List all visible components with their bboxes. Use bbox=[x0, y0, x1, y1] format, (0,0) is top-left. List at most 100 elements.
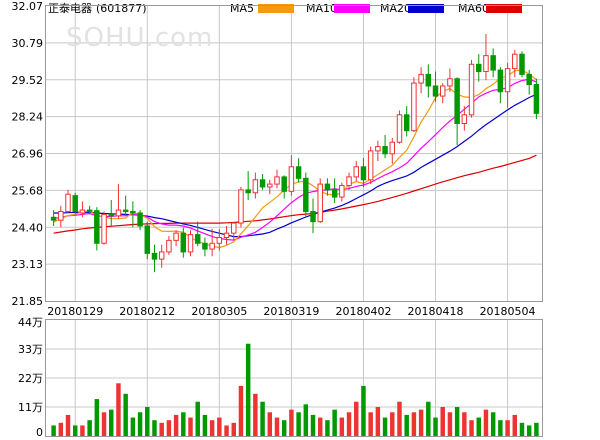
candle-body bbox=[339, 185, 345, 198]
candle-body bbox=[158, 251, 165, 260]
legend: MA5 MA10 MA20 MA60 bbox=[230, 2, 522, 15]
candle-body bbox=[389, 141, 396, 155]
stock-name: 正泰电器 bbox=[48, 1, 92, 15]
candle-body bbox=[238, 189, 244, 224]
volume-bar bbox=[231, 422, 236, 436]
legend-swatch bbox=[334, 4, 370, 13]
volume-tick-label: 33万 bbox=[18, 343, 43, 356]
legend-label: MA20 bbox=[380, 2, 411, 15]
candle-body bbox=[432, 85, 439, 97]
date-tick-label: 20180129 bbox=[47, 305, 103, 318]
candle-body bbox=[137, 212, 143, 227]
volume-bar bbox=[454, 407, 460, 436]
volume-bar bbox=[317, 417, 323, 436]
price-tick-label: 30.79 bbox=[12, 37, 44, 50]
candle-body bbox=[476, 63, 482, 73]
candle-body bbox=[303, 177, 309, 213]
grid-lines bbox=[46, 6, 542, 436]
volume-bar bbox=[123, 393, 128, 436]
volume-bar bbox=[519, 422, 525, 436]
volume-bar bbox=[325, 420, 330, 436]
candle-body bbox=[396, 114, 403, 143]
candle-body bbox=[252, 179, 259, 194]
candle-body bbox=[439, 85, 446, 97]
volume-bar bbox=[166, 420, 172, 436]
volume-bar bbox=[289, 409, 294, 436]
volume-bar bbox=[173, 414, 179, 436]
candle-body bbox=[166, 239, 172, 253]
volume-tick-label: 22万 bbox=[18, 372, 43, 385]
volume-bar bbox=[94, 399, 100, 436]
volume-bar bbox=[418, 409, 424, 436]
price-tick-label: 32.07 bbox=[12, 0, 44, 13]
candle-body bbox=[533, 84, 540, 114]
volume-bar bbox=[361, 385, 366, 436]
volume-bar bbox=[483, 409, 489, 436]
candle-body bbox=[360, 166, 367, 181]
volume-bar bbox=[58, 422, 64, 436]
date-tick-label: 20180504 bbox=[480, 305, 536, 318]
candle-body bbox=[94, 210, 100, 244]
candle-body bbox=[468, 63, 475, 116]
sohu-watermark: SOHU.com bbox=[66, 23, 213, 53]
volume-bar bbox=[404, 414, 409, 436]
volume-bar bbox=[253, 393, 258, 436]
candle-body bbox=[209, 242, 215, 250]
candle-body bbox=[324, 183, 331, 191]
volume-bar bbox=[195, 401, 200, 436]
price-panel-border bbox=[45, 5, 543, 302]
volume-bar bbox=[534, 422, 539, 436]
volume-bar bbox=[217, 417, 222, 436]
ma10-line bbox=[53, 78, 537, 241]
candle-body bbox=[512, 53, 518, 70]
candle-body bbox=[411, 82, 417, 132]
volume-bar bbox=[368, 412, 373, 436]
price-tick-label: 24.40 bbox=[12, 221, 44, 234]
candle-body bbox=[461, 114, 468, 124]
volume-bar bbox=[245, 343, 251, 436]
candle-body bbox=[295, 166, 302, 179]
volume-bar bbox=[498, 420, 503, 436]
price-tick-label: 29.52 bbox=[12, 74, 44, 87]
legend-swatch bbox=[408, 4, 444, 13]
volume-bar bbox=[109, 409, 114, 436]
candle-body bbox=[281, 176, 287, 192]
candle-body bbox=[375, 146, 381, 152]
candle-body bbox=[58, 211, 64, 221]
candlesticks bbox=[50, 33, 540, 273]
candle-body bbox=[115, 209, 122, 217]
candle-body bbox=[454, 78, 460, 124]
candle-body bbox=[382, 146, 388, 155]
volume-tick-label: 44万 bbox=[18, 316, 43, 329]
volume-bar bbox=[87, 420, 92, 436]
volume-bar bbox=[426, 401, 431, 436]
candle-body bbox=[317, 183, 323, 223]
volume-bar bbox=[310, 414, 316, 436]
volume-bar bbox=[238, 385, 244, 436]
candle-body bbox=[79, 209, 86, 214]
volume-bar bbox=[51, 425, 56, 436]
candle-body bbox=[65, 193, 71, 213]
candle-body bbox=[526, 73, 532, 86]
volume-bar bbox=[397, 401, 402, 436]
volume-bar bbox=[354, 401, 359, 436]
volume-bars bbox=[51, 343, 539, 436]
volume-bar bbox=[130, 417, 136, 436]
price-tick-label: 25.68 bbox=[12, 184, 44, 197]
volume-bar bbox=[526, 425, 532, 436]
legend-label: MA5 bbox=[230, 2, 254, 15]
price-axis: 32.07 30.79 29.52 28.24 26.96 25.68 24.40 23.13… bbox=[12, 0, 44, 308]
candle-body bbox=[151, 252, 158, 260]
candle-body bbox=[274, 176, 280, 185]
candle-body bbox=[194, 234, 201, 244]
candle-body bbox=[144, 225, 151, 254]
volume-bar bbox=[145, 407, 150, 436]
volume-bar bbox=[80, 425, 85, 436]
date-tick-label: 20180212 bbox=[119, 305, 175, 318]
candle-body bbox=[202, 242, 208, 250]
volume-bar bbox=[159, 422, 164, 436]
date-axis: 20180129 20180212 20180305 20180319 20180402… bbox=[47, 305, 535, 318]
volume-bar bbox=[476, 417, 481, 436]
date-tick-label: 20180305 bbox=[191, 305, 247, 318]
